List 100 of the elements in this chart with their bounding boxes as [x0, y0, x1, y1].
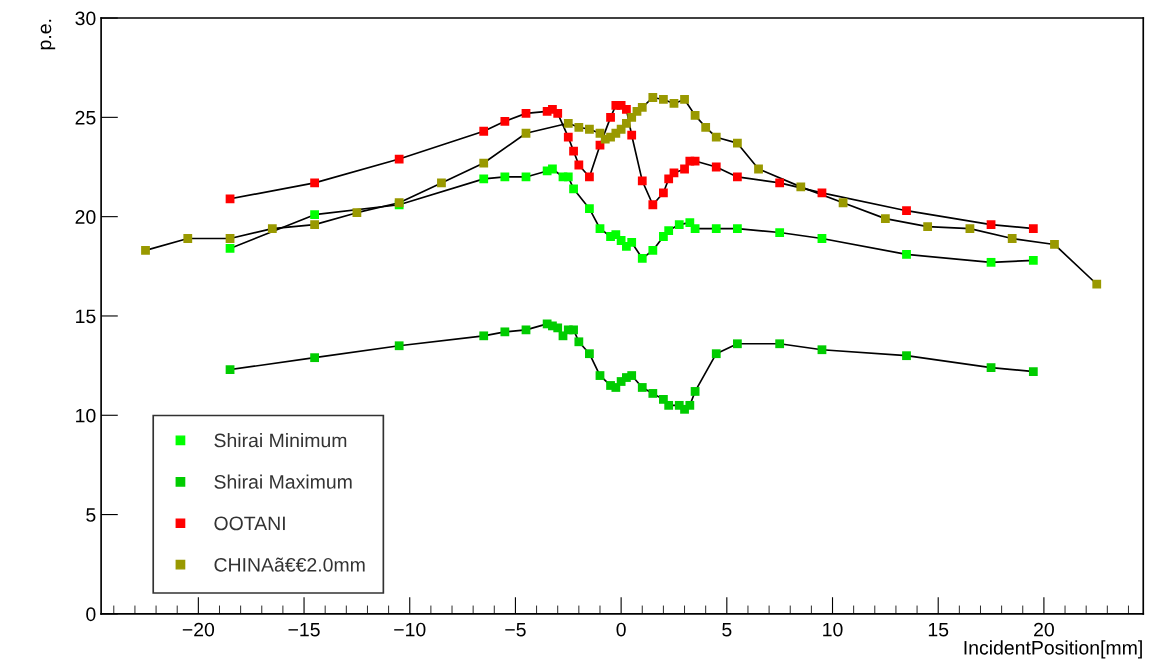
point	[225, 194, 235, 204]
point	[648, 200, 658, 210]
point	[817, 345, 827, 355]
point	[521, 325, 531, 335]
point	[685, 400, 695, 410]
point	[775, 228, 785, 237]
point	[622, 105, 631, 114]
point	[569, 325, 578, 335]
x-tick-label: −5	[505, 622, 526, 637]
point	[585, 172, 594, 182]
y-tick-label: 30	[75, 11, 96, 26]
point	[986, 363, 996, 372]
point	[595, 224, 605, 233]
point	[711, 349, 721, 359]
point	[664, 226, 674, 235]
point	[680, 164, 689, 174]
point	[479, 158, 489, 168]
point	[563, 172, 573, 182]
point	[225, 234, 235, 243]
legend-label: CHINAã€€2.0mm	[214, 557, 365, 572]
point	[569, 146, 578, 156]
point	[1028, 224, 1038, 233]
point	[637, 383, 647, 392]
point	[690, 224, 700, 233]
point	[574, 122, 584, 132]
y-tick-label: 15	[76, 309, 96, 324]
point	[310, 210, 320, 220]
point	[500, 116, 510, 126]
point	[648, 246, 658, 255]
point	[585, 349, 594, 359]
point	[690, 156, 700, 166]
point	[585, 204, 594, 214]
point	[637, 103, 647, 112]
point	[479, 331, 489, 341]
point	[690, 110, 700, 120]
point	[711, 224, 721, 233]
point	[733, 172, 742, 182]
point	[1007, 234, 1017, 243]
point	[986, 257, 996, 267]
point	[733, 224, 742, 233]
point	[553, 108, 563, 118]
x-tick-label: 20	[1034, 622, 1054, 637]
point	[627, 130, 637, 140]
y-axis-title: p.e.	[40, 19, 56, 50]
point	[674, 220, 684, 229]
point	[563, 132, 573, 142]
point	[553, 323, 563, 333]
point	[659, 188, 668, 198]
point	[574, 160, 584, 170]
point	[569, 184, 578, 194]
point	[267, 224, 277, 233]
point	[310, 353, 320, 363]
point	[690, 387, 700, 396]
point	[796, 182, 806, 192]
point	[659, 95, 668, 104]
y-tick-label: 5	[86, 508, 96, 522]
point	[711, 132, 721, 142]
point	[733, 138, 742, 148]
point	[310, 220, 320, 229]
x-tick-label: −10	[394, 622, 426, 637]
point	[838, 198, 848, 208]
point	[701, 122, 711, 132]
point	[394, 154, 404, 164]
point	[627, 371, 637, 380]
point	[310, 178, 320, 188]
point	[669, 99, 679, 108]
point	[352, 208, 362, 218]
y-tick-label: 0	[86, 607, 96, 622]
y-tick-label: 25	[75, 110, 96, 125]
point	[733, 339, 742, 349]
point	[902, 206, 911, 216]
y-tick-label: 10	[76, 408, 96, 423]
point	[902, 250, 911, 259]
point	[1092, 279, 1102, 289]
point	[500, 172, 510, 182]
y-tick-label: 20	[75, 210, 96, 224]
point	[394, 341, 404, 351]
legend-label: Shirai Minimum	[214, 433, 347, 448]
point	[648, 93, 658, 102]
point	[479, 126, 489, 136]
point	[183, 234, 193, 243]
point	[479, 174, 489, 184]
point	[606, 112, 615, 122]
point	[1050, 240, 1059, 249]
x-tick-label: −15	[288, 622, 320, 637]
point	[902, 351, 911, 361]
point	[637, 176, 647, 186]
x-tick-label: 5	[722, 622, 732, 637]
point	[595, 371, 605, 380]
point	[680, 95, 689, 104]
point	[817, 234, 827, 243]
x-tick-label: 15	[928, 622, 949, 637]
point	[965, 224, 975, 233]
x-tick-label: −20	[182, 622, 215, 637]
point	[775, 178, 785, 188]
point	[664, 400, 674, 410]
point	[141, 246, 150, 255]
point	[627, 238, 637, 247]
point	[437, 178, 446, 188]
x-tick-label: 10	[823, 622, 843, 637]
